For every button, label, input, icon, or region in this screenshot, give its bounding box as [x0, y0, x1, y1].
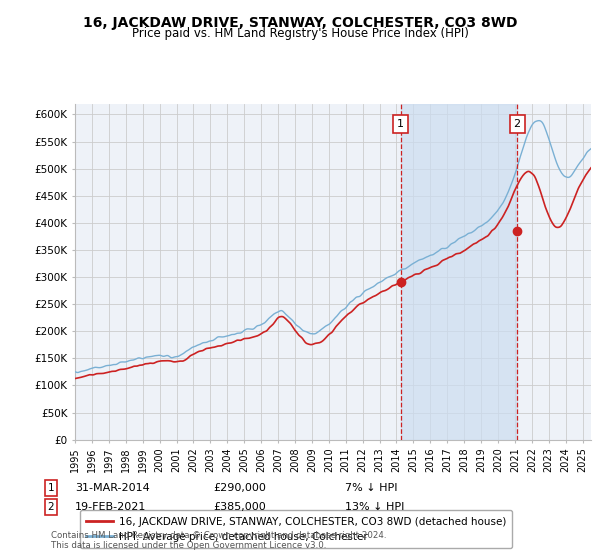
- Legend: 16, JACKDAW DRIVE, STANWAY, COLCHESTER, CO3 8WD (detached house), HPI: Average p: 16, JACKDAW DRIVE, STANWAY, COLCHESTER, …: [80, 510, 512, 548]
- Text: 1: 1: [397, 119, 404, 129]
- Text: 2: 2: [47, 502, 55, 512]
- Text: £385,000: £385,000: [213, 502, 266, 512]
- Text: 1: 1: [47, 483, 55, 493]
- Text: £290,000: £290,000: [213, 483, 266, 493]
- Text: 31-MAR-2014: 31-MAR-2014: [75, 483, 150, 493]
- Text: Price paid vs. HM Land Registry's House Price Index (HPI): Price paid vs. HM Land Registry's House …: [131, 27, 469, 40]
- Text: 19-FEB-2021: 19-FEB-2021: [75, 502, 146, 512]
- Text: 2: 2: [514, 119, 521, 129]
- Text: 13% ↓ HPI: 13% ↓ HPI: [345, 502, 404, 512]
- Text: Contains HM Land Registry data © Crown copyright and database right 2024.
This d: Contains HM Land Registry data © Crown c…: [51, 530, 386, 550]
- Text: 7% ↓ HPI: 7% ↓ HPI: [345, 483, 398, 493]
- Text: 16, JACKDAW DRIVE, STANWAY, COLCHESTER, CO3 8WD: 16, JACKDAW DRIVE, STANWAY, COLCHESTER, …: [83, 16, 517, 30]
